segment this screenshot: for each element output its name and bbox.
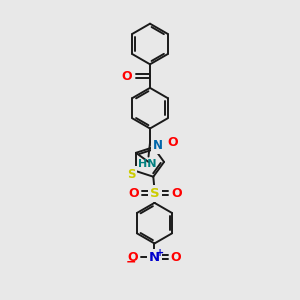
Text: O: O <box>128 251 138 264</box>
Text: −: − <box>126 255 136 268</box>
Text: N: N <box>149 251 160 264</box>
Text: S: S <box>150 187 160 200</box>
Text: O: O <box>122 70 132 83</box>
Text: +: + <box>156 248 164 258</box>
Text: O: O <box>171 251 181 264</box>
Text: S: S <box>127 168 136 181</box>
Text: N: N <box>152 139 163 152</box>
Text: O: O <box>128 187 139 200</box>
Text: HN: HN <box>138 159 156 169</box>
Text: O: O <box>171 187 181 200</box>
Text: O: O <box>167 136 178 149</box>
